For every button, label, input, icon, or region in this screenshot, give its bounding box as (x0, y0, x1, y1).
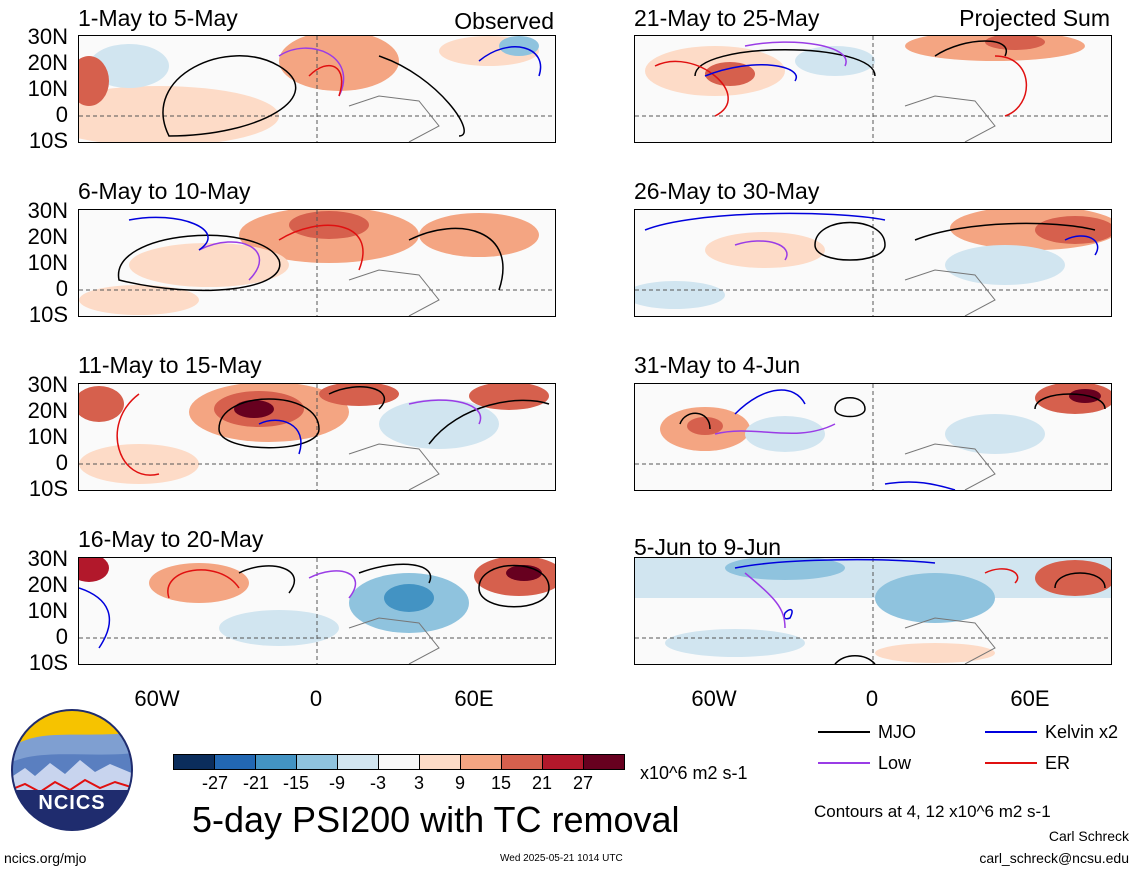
map-panel (78, 209, 556, 317)
colorbar-label: -15 (282, 773, 309, 793)
lon-label: 60W (134, 686, 180, 711)
lat-label: 10S (28, 128, 68, 153)
panel-title: 26-May to 30-May (634, 178, 820, 204)
panel-title: 31-May to 4-Jun (634, 352, 801, 378)
author-name: Carl Schreck (1048, 828, 1129, 844)
lat-label: 20N (27, 224, 68, 249)
panel-tag-projected: Projected Sum (959, 5, 1110, 31)
kelvin-legend-label: Kelvin x2 (1045, 722, 1119, 742)
lat-label: 10N (27, 598, 68, 623)
colorbar-units: x10^6 m2 s-1 (640, 763, 748, 783)
lat-label: 10S (28, 476, 68, 501)
panel-title: 6-May to 10-May (78, 178, 251, 204)
colorbar-swatch (460, 754, 502, 770)
colorbar-label: 3 (413, 773, 424, 793)
logo-text: NCICS (38, 792, 106, 814)
mjo-legend-label: MJO (878, 722, 916, 742)
lat-label: 10S (28, 650, 68, 675)
lat-label: 10N (27, 76, 68, 101)
colorbar-label: 21 (531, 773, 553, 793)
colorbar-label: -21 (242, 773, 269, 793)
er-legend-line (985, 762, 1037, 764)
colorbar-label: -3 (369, 773, 386, 793)
lon-label: 60E (454, 686, 494, 711)
lat-label: 30N (27, 372, 68, 397)
lon-label: 60W (691, 686, 737, 711)
kelvin-legend-line (985, 731, 1037, 733)
map-panel (634, 557, 1112, 665)
ncics-logo: NCICS (10, 708, 134, 832)
lat-label: 10N (27, 424, 68, 449)
colorbar-label: -9 (328, 773, 345, 793)
panel-title: 21-May to 25-May (634, 5, 820, 31)
colorbar-swatch (378, 754, 420, 770)
lat-label: 10N (27, 250, 68, 275)
site-link[interactable]: ncics.org/mjo (4, 850, 87, 866)
colorbar-label: -27 (201, 773, 228, 793)
lon-label: 0 (865, 686, 879, 711)
colorbar-swatch (255, 754, 297, 770)
colorbar-label: 27 (572, 773, 594, 793)
panel-title: 5-Jun to 9-Jun (634, 534, 782, 560)
colorbar-swatch (296, 754, 338, 770)
colorbar-label: 9 (454, 773, 465, 793)
mjo-legend-line (818, 731, 870, 733)
lat-label: 30N (27, 546, 68, 571)
panel-title: 16-May to 20-May (78, 526, 264, 552)
map-panel (634, 209, 1112, 317)
map-panel (634, 35, 1112, 143)
lat-label: 0 (55, 624, 68, 649)
lat-label: 0 (55, 102, 68, 127)
panel-title: 11-May to 15-May (78, 352, 262, 378)
low-legend-line (818, 762, 870, 764)
lon-label: 60E (1010, 686, 1050, 711)
colorbar-swatch (542, 754, 584, 770)
lon-label: 0 (309, 686, 323, 711)
low-legend-label: Low (878, 753, 912, 773)
lat-label: 30N (27, 24, 68, 49)
panel-title: 1-May to 5-May (78, 5, 238, 31)
colorbar-swatch (214, 754, 256, 770)
map-panel (78, 383, 556, 491)
lat-label: 0 (55, 450, 68, 475)
map-panel (634, 383, 1112, 491)
er-legend-label: ER (1045, 753, 1071, 773)
lat-label: 20N (27, 398, 68, 423)
colorbar-swatch (419, 754, 461, 770)
timestamp: Wed 2025-05-21 1014 UTC (500, 853, 623, 864)
contours-note: Contours at 4, 12 x10^6 m2 s-1 (814, 802, 1051, 821)
colorbar-swatch (501, 754, 543, 770)
author-email[interactable]: carl_schreck@ncsu.edu (979, 850, 1129, 866)
lat-label: 20N (27, 572, 68, 597)
map-panel (78, 557, 556, 665)
main-title: 5-day PSI200 with TC removal (192, 799, 680, 840)
colorbar-label: 15 (490, 773, 512, 793)
colorbar-swatch (337, 754, 379, 770)
colorbar-swatch (583, 754, 625, 770)
lat-label: 20N (27, 50, 68, 75)
lat-label: 10S (28, 302, 68, 327)
map-panel (78, 35, 556, 143)
lat-label: 0 (55, 276, 68, 301)
colorbar-swatch (173, 754, 215, 770)
lat-label: 30N (27, 198, 68, 223)
panel-tag-observed: Observed (454, 8, 554, 34)
